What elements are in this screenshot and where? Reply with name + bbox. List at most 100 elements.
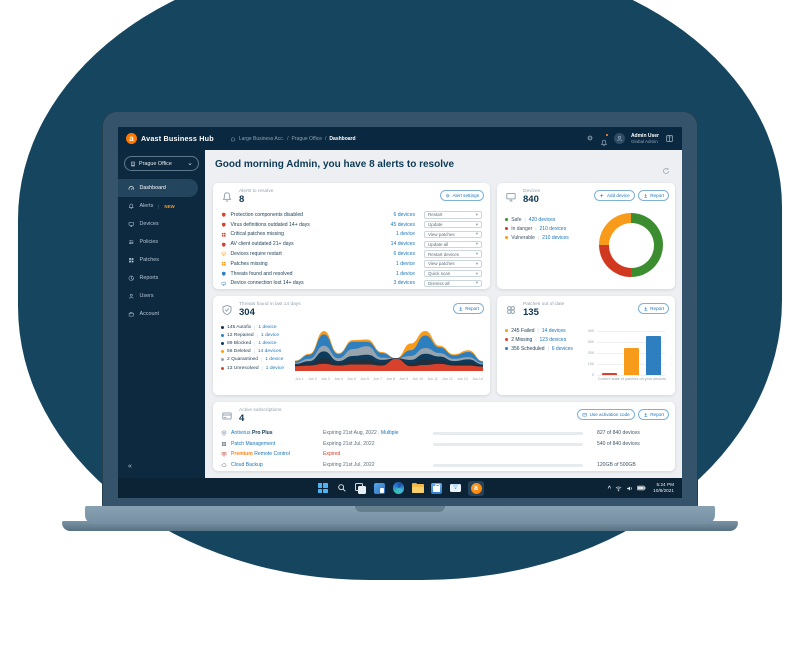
laptop-base <box>85 506 715 524</box>
legend-value[interactable]: 1 device <box>265 357 284 363</box>
sidebar-item-patches[interactable]: Patches <box>118 251 205 269</box>
mail-icon[interactable] <box>449 482 462 495</box>
alert-label: Critical patches missing <box>230 231 285 238</box>
legend-item: 2 Quarantined | 1 device <box>221 356 284 364</box>
sidebar-collapse-button[interactable]: « <box>128 463 132 470</box>
notifications-bell-icon[interactable] <box>600 133 609 147</box>
legend-value[interactable]: 1 device <box>260 332 280 338</box>
alert-action-dropdown[interactable]: View patches ▾ <box>424 230 482 239</box>
breadcrumb-current[interactable]: Dashboard <box>329 135 356 142</box>
alert-type-icon <box>221 212 227 218</box>
site-selector[interactable]: Prague Office <box>124 156 199 171</box>
system-tray: ^ 5:24 PM 10/8/2021 <box>608 478 674 498</box>
divider: | <box>537 328 539 333</box>
legend-value[interactable]: 210 devices <box>542 234 569 241</box>
alert-device-count[interactable]: 6 devices <box>393 211 415 218</box>
alert-action-dropdown[interactable]: Quick scan ▾ <box>424 269 482 278</box>
multiple-link[interactable]: Multiple <box>380 430 399 436</box>
threats-report-button[interactable]: Report <box>452 303 484 314</box>
taskbar-clock[interactable]: 5:24 PM 10/8/2021 <box>653 482 674 494</box>
usage-progress-bar <box>433 463 583 467</box>
subscription-name[interactable]: Antivirus Pro Plus <box>231 430 273 436</box>
alert-action-dropdown[interactable]: Dismiss all ▾ <box>424 279 482 288</box>
legend-value[interactable]: 1 device <box>258 324 277 330</box>
sidebar-item-users[interactable]: Users <box>118 287 205 305</box>
use-activation-code-button[interactable]: Use activation code <box>577 409 635 420</box>
sidebar-item-label: Alerts <box>139 203 154 209</box>
breadcrumb-item[interactable]: Prague Office <box>291 135 323 142</box>
threats-legend: 145 Autofix | 1 device 12 Repaired | 1 d… <box>221 323 284 372</box>
alert-row: Critical patches missing 1 device View p… <box>213 230 490 240</box>
legend-value[interactable]: 1 device <box>258 340 277 346</box>
alert-settings-button[interactable]: Alert settings <box>439 190 484 201</box>
legend-value[interactable]: 14 devices <box>257 349 282 355</box>
alert-device-count[interactable]: 6 devices <box>393 251 415 258</box>
alert-action-dropdown[interactable]: Update ▾ <box>424 220 482 229</box>
subscription-name[interactable]: Cloud Backup <box>231 461 263 468</box>
settings-gear-icon[interactable] <box>586 134 594 142</box>
button-label: Report <box>650 411 664 417</box>
breadcrumb-item[interactable]: Large Business Acc. <box>238 135 285 142</box>
alert-action-dropdown[interactable]: Restart ▾ <box>424 211 482 219</box>
edge-browser-icon[interactable] <box>392 482 405 495</box>
patches-report-button[interactable]: Report <box>637 303 669 314</box>
legend-value[interactable]: 420 devices <box>528 216 556 223</box>
sidebar-item-dashboard[interactable]: Dashboard <box>118 179 198 197</box>
battery-icon[interactable] <box>637 485 646 491</box>
avast-taskbar-icon[interactable]: a <box>468 480 484 496</box>
subscription-name[interactable]: Premium Remote Control <box>231 451 290 457</box>
usage-progress-bar <box>433 442 583 446</box>
devices-count: 840 <box>523 194 539 205</box>
task-view-icon[interactable] <box>354 482 367 495</box>
subscription-name[interactable]: Patch Management <box>231 440 276 447</box>
legend-item: 145 Autofix | 1 device <box>221 323 284 331</box>
sidebar-item-account[interactable]: Account <box>118 305 205 323</box>
alert-action-dropdown[interactable]: View patches ▾ <box>424 260 482 268</box>
search-icon[interactable] <box>335 482 348 495</box>
sidebar-item-policies[interactable]: Policies <box>118 233 205 251</box>
download-icon <box>458 306 464 312</box>
alert-device-count[interactable]: 14 devices <box>390 241 415 248</box>
windows-start-icon[interactable] <box>316 482 329 495</box>
legend-value[interactable]: 210 devices <box>539 225 567 232</box>
legend-value[interactable]: 123 devices <box>539 336 567 343</box>
alert-label: Patches missing <box>230 260 268 267</box>
dropdown-value: Dismiss all <box>428 280 450 286</box>
sidebar-item-devices[interactable]: Devices <box>118 215 205 233</box>
sidebar-item-alerts[interactable]: Alerts | NEW <box>118 197 205 215</box>
user-menu[interactable]: Admin User Global Admin <box>631 133 659 144</box>
alerts-bell-icon <box>128 203 135 210</box>
dashboard-icon <box>128 185 135 192</box>
legend-value[interactable]: 14 devices <box>541 327 566 334</box>
microsoft-store-icon[interactable] <box>430 482 443 495</box>
avast-logo-icon[interactable]: a <box>126 133 137 144</box>
alert-action-dropdown[interactable]: Restart devices ▾ <box>424 250 482 258</box>
alert-device-count[interactable]: 3 devices <box>393 280 415 287</box>
alert-type-icon <box>221 222 227 228</box>
alert-row: AV client outdated 21+ days 14 devices U… <box>213 239 490 249</box>
alert-device-count[interactable]: 45 devices <box>390 221 415 228</box>
devices-report-button[interactable]: Report <box>637 190 669 201</box>
widgets-icon[interactable] <box>373 482 386 495</box>
legend-value[interactable]: 6 devices <box>551 345 573 352</box>
wifi-icon[interactable] <box>615 485 622 492</box>
refresh-icon[interactable] <box>662 167 670 175</box>
avatar[interactable] <box>613 132 625 144</box>
legend-label: 356 Scheduled <box>511 345 545 352</box>
legend-value[interactable]: 1 device <box>265 365 284 371</box>
alert-device-count[interactable]: 1 device <box>396 231 415 238</box>
alert-device-count[interactable]: 1 device <box>396 260 415 267</box>
subscriptions-report-button[interactable]: Report <box>637 409 669 420</box>
alert-device-count[interactable]: 1 device <box>396 270 415 277</box>
person-icon <box>616 135 623 142</box>
volume-icon[interactable] <box>626 485 633 492</box>
alert-action-dropdown[interactable]: Update all ▾ <box>424 240 482 249</box>
sidebar-item-reports[interactable]: Reports <box>118 269 205 287</box>
laptop-base-lip <box>62 521 738 531</box>
account-briefcase-icon <box>128 311 135 318</box>
help-guide-icon[interactable] <box>665 134 674 143</box>
chevron-up-icon[interactable]: ^ <box>607 486 612 492</box>
file-explorer-icon[interactable] <box>411 482 424 495</box>
alert-type-icon <box>221 242 227 248</box>
add-device-button[interactable]: Add device <box>594 190 635 201</box>
